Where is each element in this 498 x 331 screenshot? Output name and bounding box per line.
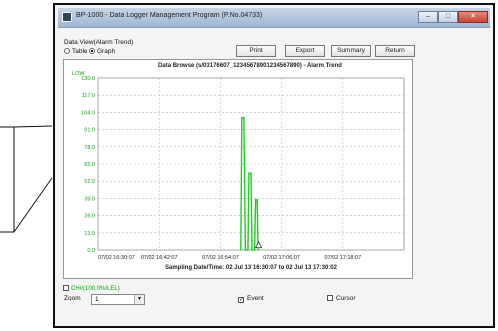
y-tick-label: 13.0 xyxy=(84,231,95,237)
event-checkbox[interactable]: ✓ Event xyxy=(238,295,264,303)
return-button[interactable]: Return xyxy=(375,45,415,57)
data-point xyxy=(241,117,243,119)
x-tick-label: 07/02 17:06:07 xyxy=(263,255,300,261)
x-tick-label: 07/02 16:42:07 xyxy=(141,255,178,261)
print-button[interactable]: Print xyxy=(236,45,276,57)
event-marker-icon xyxy=(255,240,263,249)
export-button[interactable]: Export xyxy=(285,45,325,57)
y-tick-label: 65.0 xyxy=(84,162,95,168)
cursor-checkbox-box[interactable] xyxy=(327,295,333,301)
event-checkbox-box[interactable]: ✓ xyxy=(238,297,245,303)
window-title: BP-1000 - Data Logger Management Program… xyxy=(76,12,263,19)
radio-table-dot[interactable] xyxy=(64,48,70,54)
callout-bracket xyxy=(0,125,53,233)
y-tick-label: 104.0 xyxy=(81,110,95,116)
data-point xyxy=(256,199,258,201)
y-tick-label: 130.0 xyxy=(81,76,95,82)
y-tick-label: 26.0 xyxy=(84,214,95,220)
x-axis-label: Sampling Date/Time: 02 Jul 13 16:30:07 t… xyxy=(165,265,338,271)
radio-graph-dot[interactable] xyxy=(89,48,95,54)
data-point xyxy=(257,249,259,251)
x-tick-label: 07/02 17:18:07 xyxy=(324,255,361,261)
close-icon[interactable]: × xyxy=(458,11,488,23)
channel-label: CH#(100.0%/LEL) xyxy=(71,286,120,292)
app-window: BP-1000 - Data Logger Management Program… xyxy=(53,3,495,328)
y-tick-label: 78.0 xyxy=(84,145,95,151)
y-tick-label: 0.0 xyxy=(87,248,95,254)
data-point xyxy=(253,249,256,251)
y-tick-label: 91.0 xyxy=(84,128,95,134)
x-tick-label: 07/02 16:30:07 xyxy=(98,255,135,261)
data-point xyxy=(243,117,245,119)
chart-panel: Data Browse (s/03176607_1234567890123456… xyxy=(63,59,413,279)
y-tick-label: 117.0 xyxy=(82,93,95,99)
zoom-label: Zoom xyxy=(64,295,81,302)
channel-checkbox[interactable]: CH#(100.0%/LEL) xyxy=(63,285,120,292)
data-point xyxy=(250,172,252,174)
data-point xyxy=(248,172,250,174)
title-bar: BP-1000 - Data Logger Management Program… xyxy=(58,8,490,28)
radio-table-label: Table xyxy=(72,48,88,55)
y-axis-label: LOW xyxy=(72,71,85,77)
view-label: Data View(Alarm Trend) xyxy=(64,39,134,46)
summary-button[interactable]: Summary xyxy=(331,45,371,57)
event-label: Event xyxy=(247,295,264,302)
data-point xyxy=(244,249,246,251)
radio-graph[interactable]: Graph xyxy=(89,48,115,55)
cursor-label: Cursor xyxy=(336,295,356,302)
y-tick-label: 52.0 xyxy=(84,179,95,185)
app-icon xyxy=(62,12,72,22)
data-point xyxy=(251,249,253,251)
maximize-icon[interactable]: □ xyxy=(438,11,458,23)
x-tick-label: 07/02 16:54:07 xyxy=(202,255,239,261)
data-point xyxy=(240,249,242,251)
chevron-down-icon[interactable]: ▼ xyxy=(134,295,144,304)
radio-table[interactable]: Table xyxy=(64,48,88,55)
data-point xyxy=(254,199,257,201)
cursor-checkbox[interactable]: Cursor xyxy=(327,295,356,302)
channel-checkbox-box[interactable] xyxy=(63,285,69,291)
y-tick-label: 39.0 xyxy=(84,196,95,202)
chart-title: Data Browse (s/03176607_1234567890123456… xyxy=(158,63,342,69)
zoom-select[interactable]: 1 ▼ xyxy=(91,294,145,305)
radio-graph-label: Graph xyxy=(97,48,116,55)
data-point xyxy=(247,249,249,251)
minimize-icon[interactable]: – xyxy=(418,11,438,23)
trend-chart: 130.0 117.0 104.0 91.0 78.0 65.0 52.0 39.0 26.0 1… xyxy=(72,71,405,271)
zoom-value: 1 xyxy=(95,296,99,303)
